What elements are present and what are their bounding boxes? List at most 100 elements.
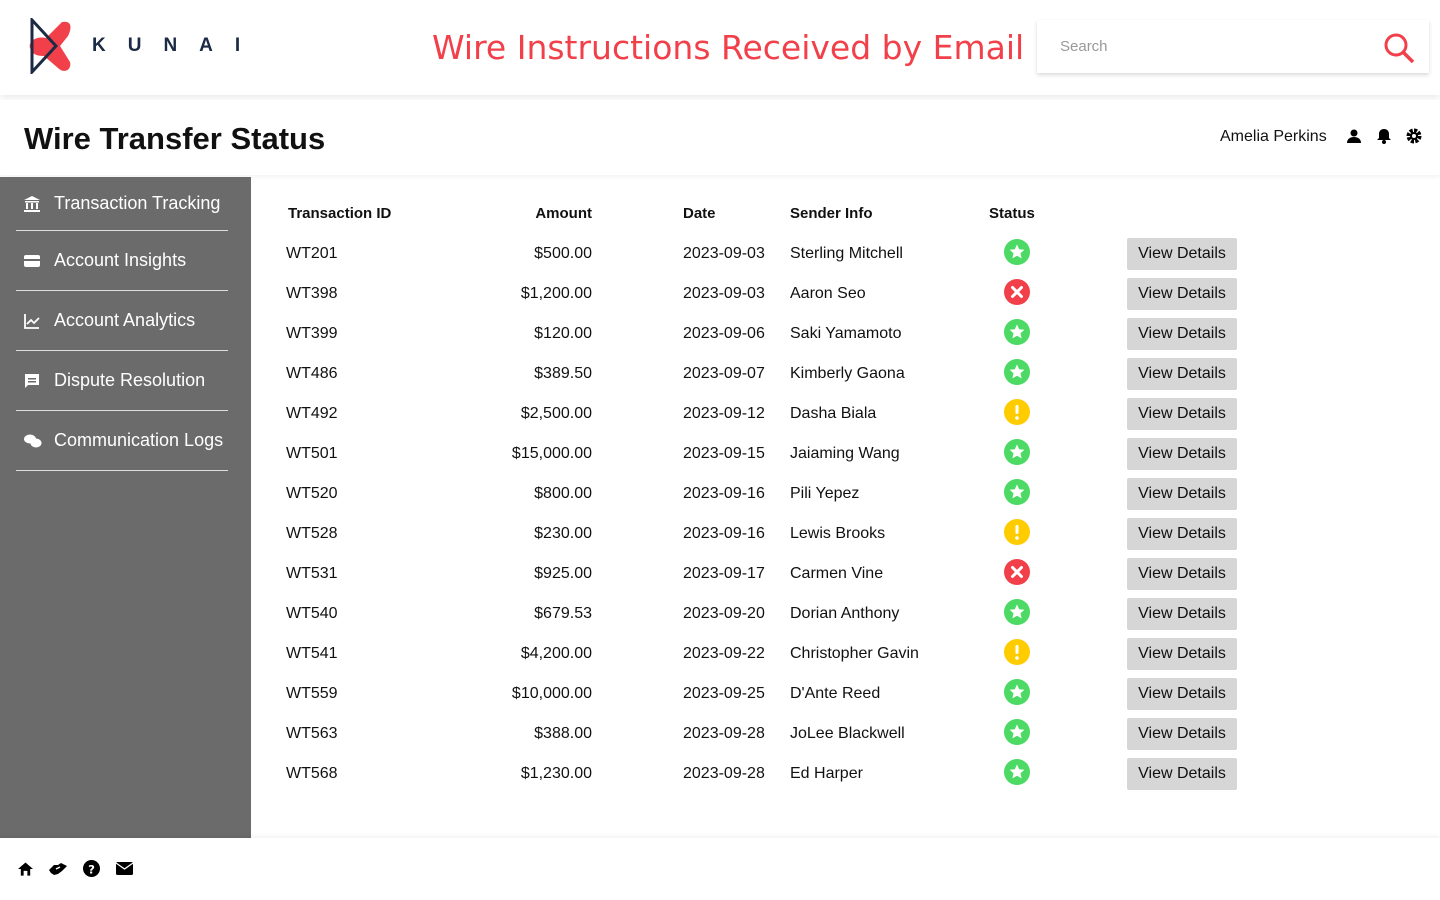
gear-icon[interactable]: [1406, 128, 1422, 144]
transaction-id: WT563: [286, 725, 338, 742]
header-status: Status: [989, 204, 1035, 222]
search-input[interactable]: [1060, 38, 1360, 55]
transaction-id: WT568: [286, 765, 338, 782]
sidebar-item-label: Account Insights: [54, 250, 187, 270]
sidebar-item-label: Account Analytics: [54, 310, 196, 330]
transaction-id: WT399: [286, 325, 338, 342]
sidebar-item-account-analytics[interactable]: Account Analytics: [16, 291, 228, 351]
line-chart-icon: [16, 313, 54, 329]
table-row: WT520 $800.00 2023-09-16 Pili Yepez View…: [270, 474, 1237, 514]
pending-exclamation-icon: [1004, 518, 1030, 545]
header-sender-info: Sender Info: [790, 204, 873, 222]
sender-info: D'Ante Reed: [790, 685, 881, 702]
sender-info: Dasha Biala: [790, 405, 877, 422]
view-details-button[interactable]: View Details: [1127, 358, 1237, 390]
top-bar: KUNAI Wire Instructions Received by Emai…: [0, 0, 1440, 95]
view-details-button[interactable]: View Details: [1127, 558, 1237, 590]
amount: $389.50: [534, 365, 592, 382]
logo[interactable]: KUNAI: [24, 18, 262, 74]
view-details-button[interactable]: View Details: [1127, 398, 1237, 430]
view-details-button[interactable]: View Details: [1127, 598, 1237, 630]
sender-info: Carmen Vine: [790, 565, 884, 582]
success-star-icon: [1004, 758, 1030, 785]
date: 2023-09-06: [683, 325, 765, 342]
view-details-button[interactable]: View Details: [1127, 278, 1237, 310]
header-transaction-id: Transaction ID: [288, 204, 392, 222]
transaction-id: WT540: [286, 605, 338, 622]
view-details-button[interactable]: View Details: [1127, 518, 1237, 550]
search-box: [1037, 20, 1429, 73]
amount: $10,000.00: [511, 685, 592, 702]
header-actions: [1127, 192, 1237, 234]
pending-exclamation-icon: [1004, 398, 1030, 425]
transaction-id: WT528: [286, 525, 338, 542]
mail-icon[interactable]: [116, 862, 133, 875]
sidebar: Transaction Tracking Account Insights Ac…: [0, 177, 251, 838]
amount: $1,200.00: [520, 285, 592, 302]
sender-info: Ed Harper: [790, 765, 863, 782]
table-row: WT531 $925.00 2023-09-17 Carmen Vine Vie…: [270, 554, 1237, 594]
sender-info: Pili Yepez: [790, 485, 860, 502]
view-details-button[interactable]: View Details: [1127, 478, 1237, 510]
amount: $4,200.00: [520, 645, 592, 662]
sidebar-item-account-insights[interactable]: Account Insights: [16, 231, 228, 291]
table-row: WT501 $15,000.00 2023-09-15 Jaiaming Wan…: [270, 434, 1237, 474]
view-details-button[interactable]: View Details: [1127, 678, 1237, 710]
sender-info: Saki Yamamoto: [790, 325, 902, 342]
handshake-icon[interactable]: [49, 862, 67, 876]
transaction-id: WT486: [286, 365, 338, 382]
view-details-button[interactable]: View Details: [1127, 718, 1237, 750]
sidebar-item-dispute-resolution[interactable]: Dispute Resolution: [16, 351, 228, 411]
header-amount: Amount: [535, 204, 592, 222]
sender-info: Jaiaming Wang: [790, 445, 900, 462]
transaction-id: WT541: [286, 645, 338, 662]
transaction-id: WT501: [286, 445, 338, 462]
title-bar: Wire Transfer Status Amelia Perkins: [0, 100, 1440, 175]
sidebar-item-label: Transaction Tracking: [54, 193, 221, 213]
bell-icon[interactable]: [1376, 128, 1392, 144]
amount: $230.00: [534, 525, 592, 542]
sender-info: Sterling Mitchell: [790, 245, 903, 262]
pending-exclamation-icon: [1004, 638, 1030, 665]
sidebar-item-label: Dispute Resolution: [54, 370, 206, 390]
table-row: WT201 $500.00 2023-09-03 Sterling Mitche…: [270, 234, 1237, 274]
date: 2023-09-16: [683, 485, 765, 502]
amount: $388.00: [534, 725, 592, 742]
table-row: WT540 $679.53 2023-09-20 Dorian Anthony …: [270, 594, 1237, 634]
amount: $15,000.00: [511, 445, 592, 462]
view-details-button[interactable]: View Details: [1127, 318, 1237, 350]
table-row: WT563 $388.00 2023-09-28 JoLee Blackwell…: [270, 714, 1237, 754]
date: 2023-09-22: [683, 645, 765, 662]
table-row: WT486 $389.50 2023-09-07 Kimberly Gaona …: [270, 354, 1237, 394]
success-star-icon: [1004, 718, 1030, 745]
view-details-button[interactable]: View Details: [1127, 438, 1237, 470]
sidebar-item-transaction-tracking[interactable]: Transaction Tracking: [16, 177, 228, 231]
sender-info: Dorian Anthony: [790, 605, 900, 622]
date: 2023-09-03: [683, 285, 765, 302]
transaction-id: WT531: [286, 565, 338, 582]
table-row: WT398 $1,200.00 2023-09-03 Aaron Seo Vie…: [270, 274, 1237, 314]
view-details-button[interactable]: View Details: [1127, 758, 1237, 790]
amount: $1,230.00: [520, 765, 592, 782]
success-star-icon: [1004, 678, 1030, 705]
success-star-icon: [1004, 438, 1030, 465]
date: 2023-09-16: [683, 525, 765, 542]
view-details-button[interactable]: View Details: [1127, 638, 1237, 670]
success-star-icon: [1004, 318, 1030, 345]
search-icon[interactable]: [1383, 32, 1415, 64]
user-name[interactable]: Amelia Perkins: [1220, 128, 1327, 145]
sender-info: Aaron Seo: [790, 285, 866, 302]
date: 2023-09-28: [683, 725, 765, 742]
date: 2023-09-07: [683, 365, 765, 382]
table-row: WT492 $2,500.00 2023-09-12 Dasha Biala V…: [270, 394, 1237, 434]
sender-info: Christopher Gavin: [790, 645, 919, 662]
date: 2023-09-17: [683, 565, 765, 582]
failed-x-icon: [1004, 278, 1030, 305]
help-icon[interactable]: ?: [83, 860, 100, 877]
sidebar-item-communication-logs[interactable]: Communication Logs: [16, 411, 228, 471]
date: 2023-09-12: [683, 405, 765, 422]
user-icon[interactable]: [1346, 128, 1362, 144]
home-icon[interactable]: [18, 861, 33, 876]
view-details-button[interactable]: View Details: [1127, 238, 1237, 270]
brand-name: KUNAI: [92, 35, 263, 56]
